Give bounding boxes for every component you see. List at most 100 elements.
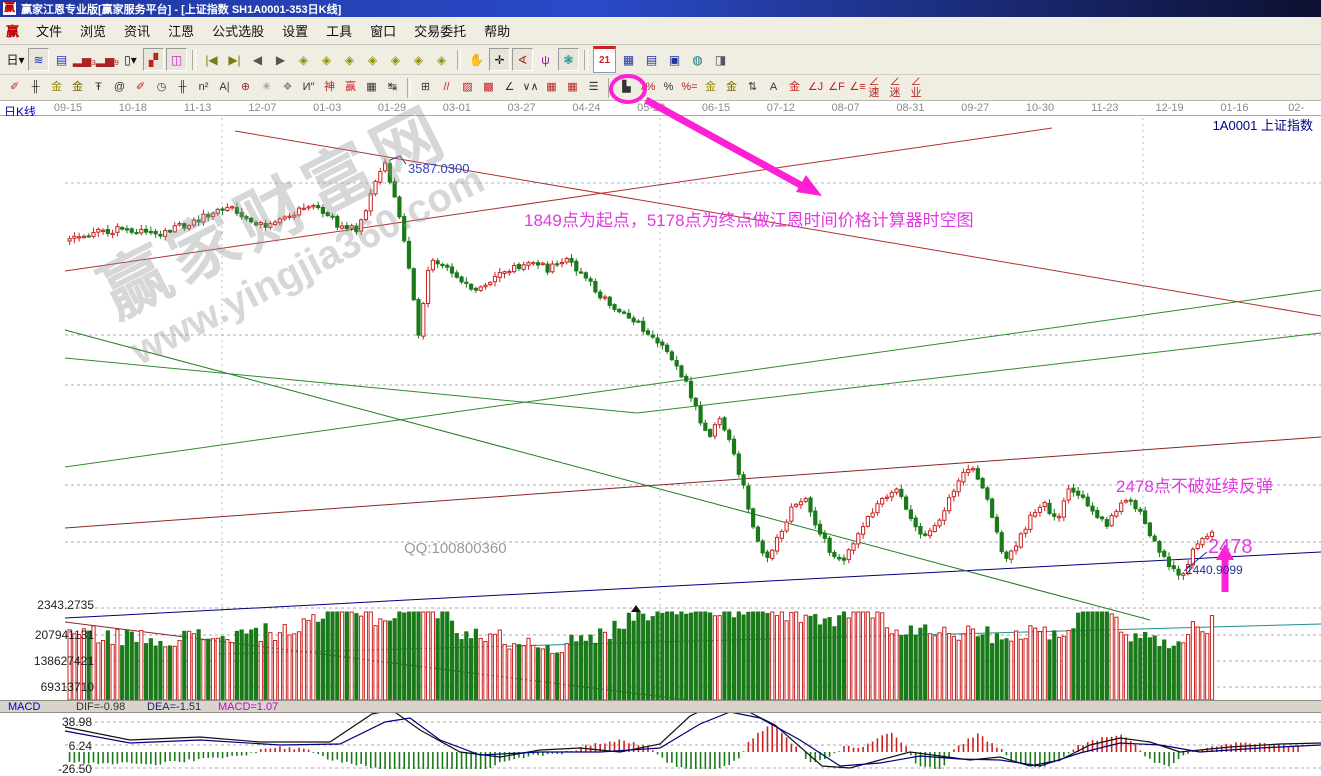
percent-lines-icon[interactable]: %= — [681, 81, 698, 93]
gann-angle-set-icon[interactable]: ∠业 — [910, 75, 922, 99]
date-tick: 03-27 — [507, 102, 536, 114]
matrix-icon[interactable]: ▦ — [622, 52, 635, 67]
span-arrows-icon[interactable]: ↹ — [387, 81, 398, 93]
grid-123-icon[interactable]: ▦ — [366, 81, 377, 93]
date-tick: 04-24 — [572, 102, 601, 114]
gold-red-icon[interactable]: 金 — [789, 81, 800, 93]
gann-arrow-expand-icon[interactable]: ◈ — [436, 52, 447, 67]
macd-label[interactable]: MACD — [8, 701, 41, 713]
gann-arrow-4way-icon[interactable]: ◈ — [413, 52, 424, 67]
gann-angle-f-icon[interactable]: ∠F — [828, 81, 845, 93]
gann-angle-speed-icon[interactable]: ∠速 — [868, 75, 880, 99]
menu-item-帮助[interactable]: 帮助 — [484, 24, 511, 39]
menu-item-窗口[interactable]: 窗口 — [370, 24, 397, 39]
compass-icon[interactable]: ⊕ — [240, 81, 251, 93]
zigzag-icon[interactable]: ∨∧ — [522, 81, 539, 93]
calendar-icon[interactable]: 21 — [593, 46, 616, 73]
toolbar-separator — [608, 77, 612, 98]
gold-section-icon[interactable]: 金 — [72, 81, 83, 93]
gann-swing-icon[interactable]: ≋ — [28, 48, 49, 71]
last-bar-icon[interactable]: ▶| — [228, 52, 241, 67]
gann-angle-fan-icon[interactable]: ∠迷 — [889, 75, 901, 99]
chart-area[interactable]: 赢家财富网 www.yingjia360.com 1A0001 上证指数 358… — [0, 92, 1321, 776]
gann-navy-asc — [64, 551, 1321, 619]
gann-angle-j-icon[interactable]: ∠J — [807, 81, 824, 93]
fan-lines-icon[interactable]: // — [443, 81, 450, 93]
date-tick: 11-23 — [1091, 102, 1119, 114]
angle-a-icon[interactable]: A — [769, 81, 778, 93]
green-v-left — [64, 357, 638, 414]
menu-item-设置[interactable]: 设置 — [282, 24, 309, 39]
drag-hand-icon[interactable]: ✋ — [469, 52, 484, 67]
kline-merge-3-icon[interactable]: ▂▅₃ — [72, 52, 97, 67]
red-pen-icon[interactable]: ✐ — [135, 81, 146, 93]
draw-pen-icon[interactable]: ✐ — [9, 81, 20, 93]
crosshair-icon[interactable]: ✛ — [489, 48, 510, 71]
angle-measure-icon[interactable]: ∢ — [512, 48, 533, 71]
macd-axis-label: 38.98 — [61, 715, 92, 729]
gold-ratio-icon[interactable]: 金 — [51, 81, 62, 93]
trident-tool-icon[interactable]: ψ — [541, 52, 550, 67]
menu-item-交易委托[interactable]: 交易委托 — [414, 24, 467, 39]
qq-watermark: QQ:100800360 — [404, 540, 507, 557]
gann-resistance-desc — [234, 130, 1321, 317]
square-wheel-icon[interactable]: ❖ — [282, 81, 293, 93]
gann-arrow-cross-icon[interactable]: ◈ — [367, 52, 378, 67]
shen-tool-icon[interactable]: 神 — [324, 81, 335, 93]
kline-chart[interactable] — [0, 116, 1321, 769]
price-grid-icon[interactable]: ▦ — [546, 81, 557, 93]
gann-arrow-right-icon[interactable]: ◈ — [321, 52, 332, 67]
gann-n-icon[interactable]: И″ — [302, 81, 315, 93]
gold-avg-icon[interactable]: 金 — [726, 81, 737, 93]
fib-f-icon[interactable]: Ŧ — [95, 81, 102, 93]
info-note-icon[interactable]: ▤ — [55, 52, 68, 67]
indicator-status-row: MACD DIF=-0.98 DEA=-1.51 MACD=1.07 — [0, 700, 1321, 713]
period-daily-dropdown[interactable]: 日▾ — [6, 52, 25, 67]
candle-pen-icon[interactable]: ⇅ — [747, 81, 758, 93]
score-lines-icon[interactable]: ☰ — [588, 81, 599, 93]
arc-box-icon[interactable]: ▨ — [462, 81, 473, 93]
gann-arrow-left-icon[interactable]: ◈ — [298, 52, 309, 67]
gann-arrow-lr-icon[interactable]: ◈ — [344, 52, 355, 67]
ying-tool-icon[interactable]: 赢 — [345, 81, 356, 93]
gann-angle-lines-icon[interactable]: ∠≡ — [849, 81, 866, 93]
menu-item-江恩[interactable]: 江恩 — [168, 24, 195, 39]
n-square-icon[interactable]: n² — [198, 81, 209, 93]
save-icon[interactable]: ▣ — [668, 52, 681, 67]
percent-retrace-icon[interactable]: 7% — [639, 81, 656, 93]
menu-item-浏览[interactable]: 浏览 — [80, 24, 107, 39]
kline-merge-9-icon[interactable]: ▂▅₉ — [95, 52, 120, 67]
gold-circle-icon[interactable]: 金 — [705, 81, 716, 93]
frame-tool-icon[interactable]: ⊞ — [420, 81, 431, 93]
time-clock-icon[interactable]: ◷ — [156, 81, 167, 93]
hatch-box-icon[interactable]: ▩ — [483, 81, 494, 93]
volume-ladder-icon[interactable]: ▙ — [622, 81, 631, 93]
time-cycle-icon[interactable]: ╫ — [31, 81, 40, 93]
a-channel-icon[interactable]: A| — [219, 81, 230, 93]
web-sync-icon[interactable]: ◍ — [692, 52, 703, 67]
title-bar: 赢 赢家江恩专业版[赢家服务平台] - [上证指数 SH1A0001-353日K… — [0, 0, 1321, 17]
angle-lines-icon[interactable]: ∠ — [504, 81, 515, 93]
gann-arrow-star-icon[interactable]: ◈ — [390, 52, 401, 67]
first-bar-icon[interactable]: |◀ — [205, 52, 218, 67]
time-ruler-icon[interactable]: ╫ — [178, 81, 187, 93]
menu-item-公式选股[interactable]: 公式选股 — [212, 24, 265, 39]
menu-bar: 赢 文件 浏览 资讯 江恩 公式选股 设置 工具 窗口 交易委托 帮助 — [0, 17, 1321, 45]
neural-tool-icon[interactable]: ❃ — [558, 48, 579, 71]
prev-bar-icon[interactable]: ◀ — [252, 52, 263, 67]
time-price-calculator-icon[interactable]: ▦ — [567, 81, 578, 93]
percent-icon[interactable]: % — [663, 81, 674, 93]
menu-item-文件[interactable]: 文件 — [36, 24, 63, 39]
menu-item-资讯[interactable]: 资讯 — [124, 24, 151, 39]
pattern-mark-icon[interactable]: ▞ — [143, 48, 164, 71]
candle-type-dropdown[interactable]: ▯▾ — [124, 52, 137, 67]
export-icon[interactable]: ◨ — [714, 52, 727, 67]
next-bar-icon[interactable]: ▶ — [275, 52, 286, 67]
color-flag-icon[interactable]: ◫ — [166, 48, 187, 71]
spiral-icon[interactable]: @ — [113, 81, 126, 93]
date-tick: 01-03 — [313, 102, 342, 114]
report-icon[interactable]: ▤ — [645, 52, 658, 67]
toolbar-separator — [584, 49, 588, 70]
wheel-icon[interactable]: ✳ — [261, 81, 272, 93]
menu-item-工具[interactable]: 工具 — [326, 24, 353, 39]
